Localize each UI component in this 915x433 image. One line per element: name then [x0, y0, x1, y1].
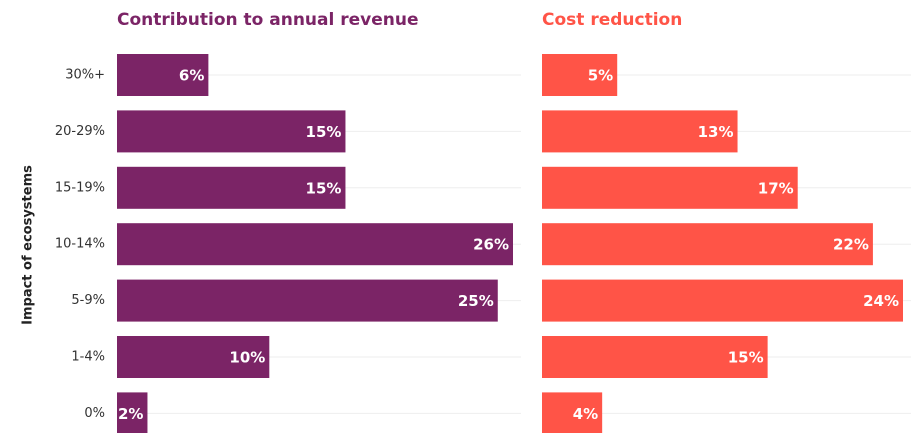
bar: [117, 54, 209, 96]
bar: [117, 279, 498, 322]
y-tick-label: 0%: [84, 406, 105, 421]
value-label: 15%: [306, 123, 342, 141]
panel-title: Cost reduction: [542, 10, 682, 30]
value-label: 13%: [698, 123, 734, 141]
y-axis-label: Impact of ecosystems: [21, 165, 36, 325]
value-label: 10%: [229, 349, 265, 367]
bar: [117, 223, 513, 266]
value-label: 6%: [179, 67, 204, 85]
bar: [542, 54, 618, 96]
y-tick-label: 20-29%: [55, 124, 105, 139]
bar: [117, 336, 270, 378]
bar: [542, 392, 603, 433]
bar: [542, 110, 738, 153]
value-label: 4%: [573, 405, 598, 423]
bar: [542, 166, 798, 209]
y-tick-label: 1-4%: [71, 350, 105, 365]
value-label: 15%: [306, 179, 342, 197]
bar: [117, 392, 148, 433]
bar: [542, 223, 873, 266]
value-label: 24%: [863, 292, 899, 310]
y-tick-label: 5-9%: [71, 293, 105, 308]
bar: [117, 110, 346, 153]
bar: [117, 166, 346, 209]
y-tick-label: 10-14%: [55, 237, 105, 252]
value-label: 5%: [588, 67, 613, 85]
value-label: 26%: [473, 236, 509, 254]
y-tick-label: 30%+: [65, 68, 105, 83]
bar: [542, 336, 768, 378]
value-label: 25%: [458, 292, 494, 310]
value-label: 22%: [833, 236, 869, 254]
value-label: 17%: [758, 179, 794, 197]
value-label: 2%: [118, 405, 143, 423]
value-label: 15%: [728, 349, 764, 367]
bar: [542, 279, 903, 322]
panel-title: Contribution to annual revenue: [117, 10, 419, 30]
y-tick-label: 15-19%: [55, 180, 105, 195]
